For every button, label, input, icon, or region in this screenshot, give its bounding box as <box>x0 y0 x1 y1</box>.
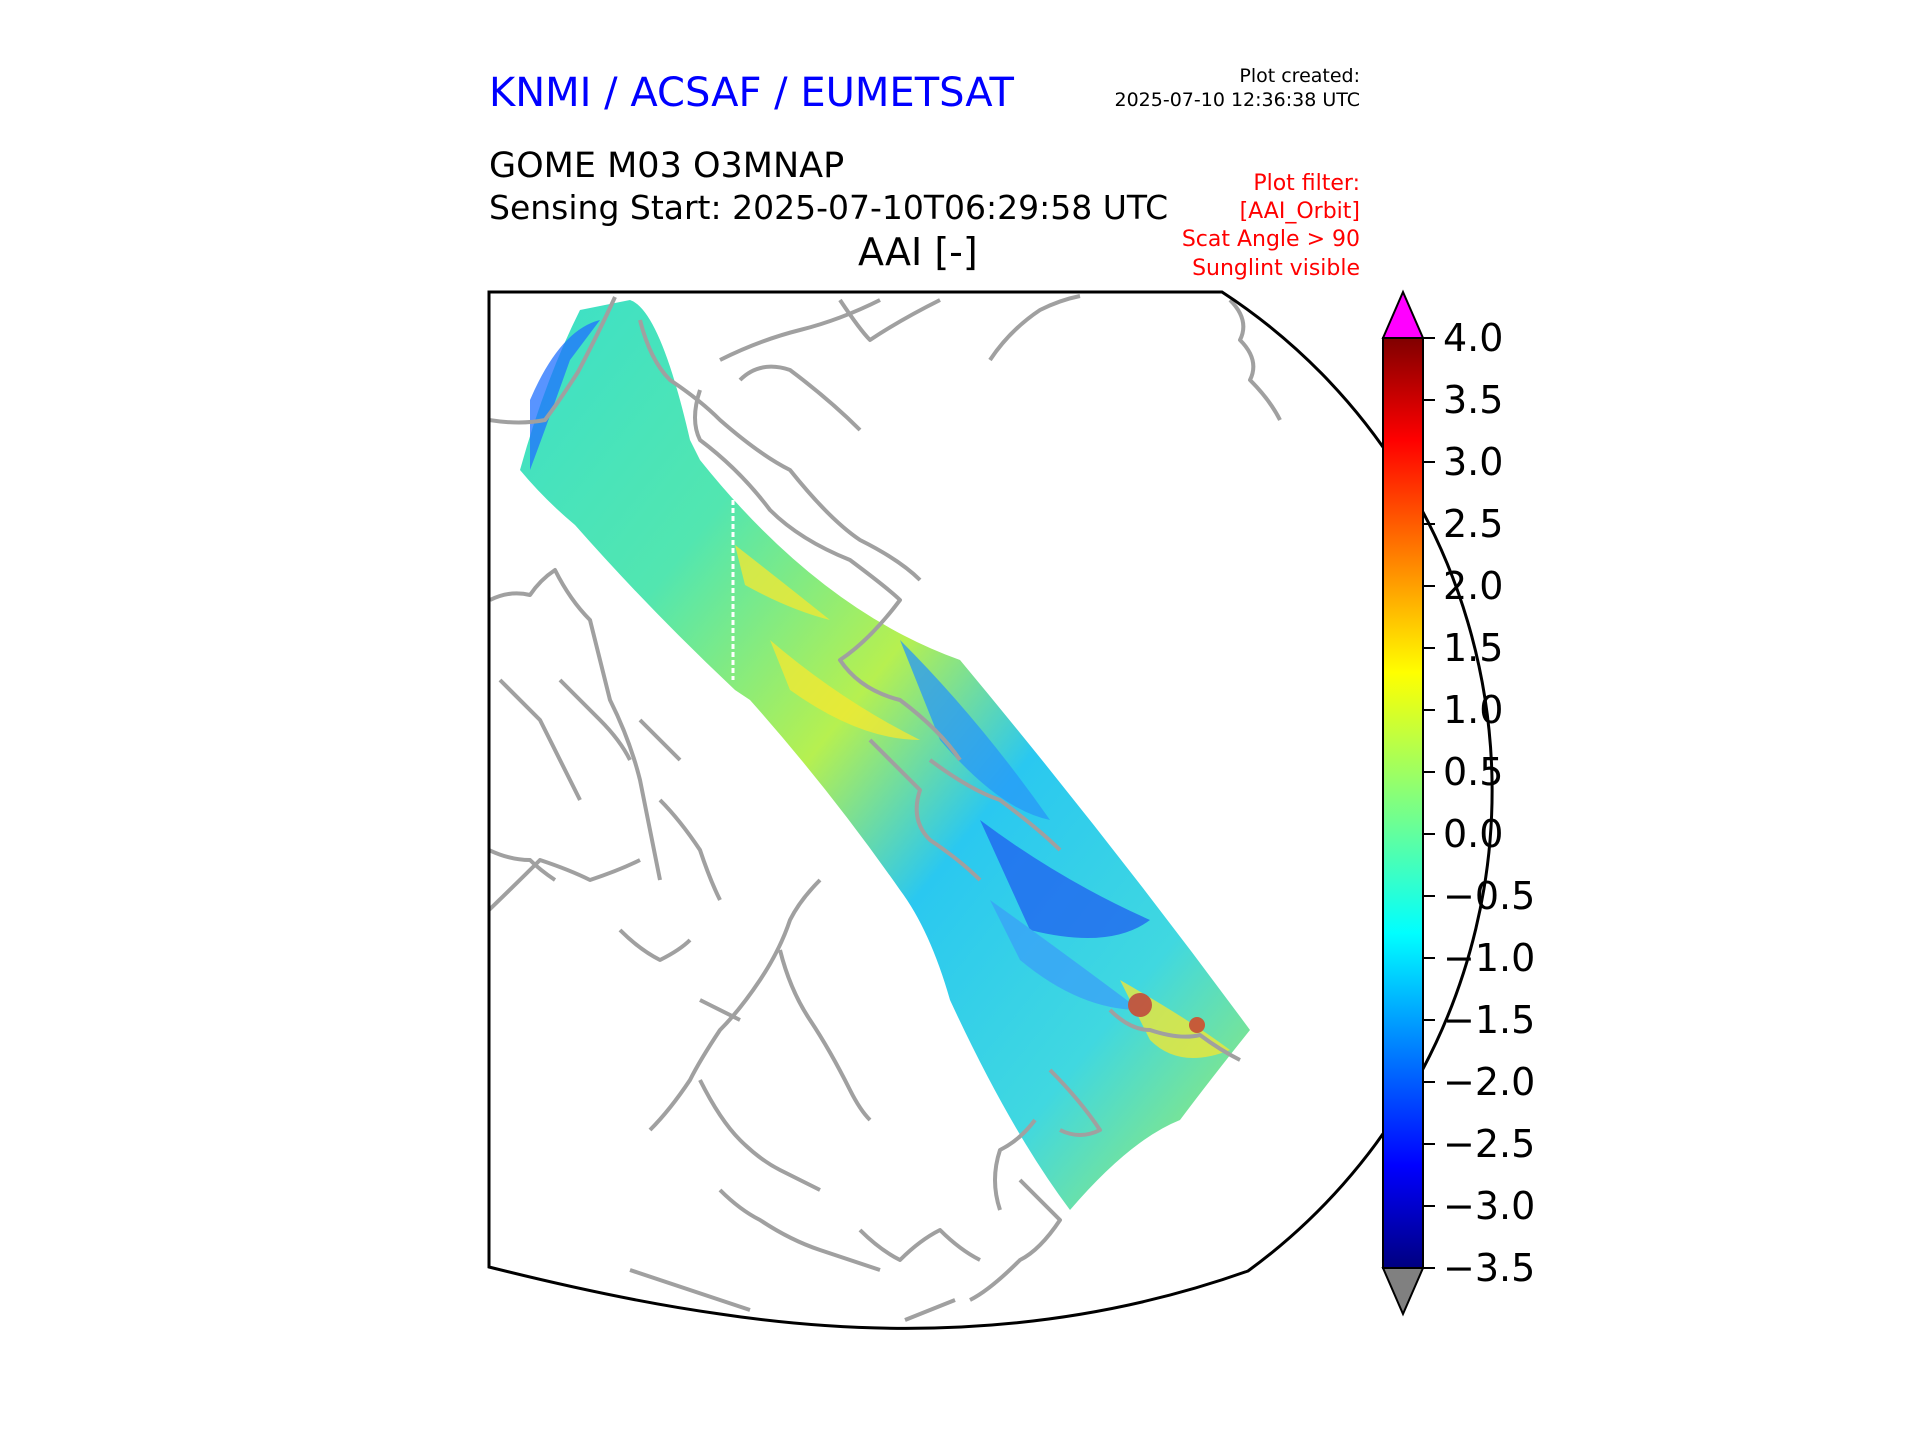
colorbar-extend-over <box>1381 289 1425 339</box>
map-frame <box>487 290 1494 1330</box>
colorbar-tick-label: −2.0 <box>1443 1060 1535 1104</box>
colorbar-tick-label: −3.0 <box>1443 1184 1535 1228</box>
colorbar-tick-label: −1.5 <box>1443 998 1535 1042</box>
colorbar-tick-label: 0.0 <box>1443 812 1503 856</box>
plot-filter-line: Sunglint visible <box>1192 256 1360 281</box>
coastlines <box>489 294 1282 1322</box>
plot-title: AAI [-] <box>858 230 978 274</box>
plot-filter-line: Scat Angle > 90 <box>1181 227 1360 252</box>
colorbar-tick-label: 1.0 <box>1443 688 1503 732</box>
product-title: GOME M03 O3MNAP <box>489 146 845 186</box>
colorbar-tick-label: 4.0 <box>1443 316 1503 360</box>
colorbar-tick-label: −3.5 <box>1443 1246 1535 1290</box>
plot-filter-label: Plot filter: <box>1253 171 1360 196</box>
colorbar-gradient <box>1383 338 1423 1268</box>
plot-filter-line: [AAI_Orbit] <box>1239 199 1360 224</box>
colorbar-ticks: 4.0 3.5 3.0 2.5 2.0 1.5 1.0 0.5 0.0 −0.5 −1.0 −1.5 −… <box>1423 316 1535 1290</box>
colorbar-tick-label: 1.5 <box>1443 626 1503 670</box>
plot-created-timestamp: 2025-07-10 12:36:38 UTC <box>1114 89 1361 111</box>
colorbar-tick-label: 2.0 <box>1443 564 1503 608</box>
colorbar-tick-label: −2.5 <box>1443 1122 1535 1166</box>
colorbar-tick-label: 3.5 <box>1443 378 1503 422</box>
colorbar-extend-under <box>1381 1267 1425 1317</box>
plot-created-label: Plot created: <box>1239 65 1360 87</box>
colorbar-tick-label: 3.0 <box>1443 440 1503 484</box>
colorbar: 4.0 3.5 3.0 2.5 2.0 1.5 1.0 0.5 0.0 −0.5 −1.0 −1.5 −… <box>1381 289 1535 1317</box>
sensing-start: Sensing Start: 2025-07-10T06:29:58 UTC <box>489 188 1169 227</box>
colorbar-tick-label: 0.5 <box>1443 750 1503 794</box>
colorbar-outline <box>1382 337 1424 1269</box>
aai-swath-detail <box>530 320 1230 1058</box>
colorbar-tick-label: 2.5 <box>1443 502 1503 546</box>
map-area <box>489 294 1282 1322</box>
colorbar-tick-label: −0.5 <box>1443 874 1535 918</box>
organisation-title: KNMI / ACSAF / EUMETSAT <box>489 70 1014 116</box>
colorbar-tick-label: −1.0 <box>1443 936 1535 980</box>
